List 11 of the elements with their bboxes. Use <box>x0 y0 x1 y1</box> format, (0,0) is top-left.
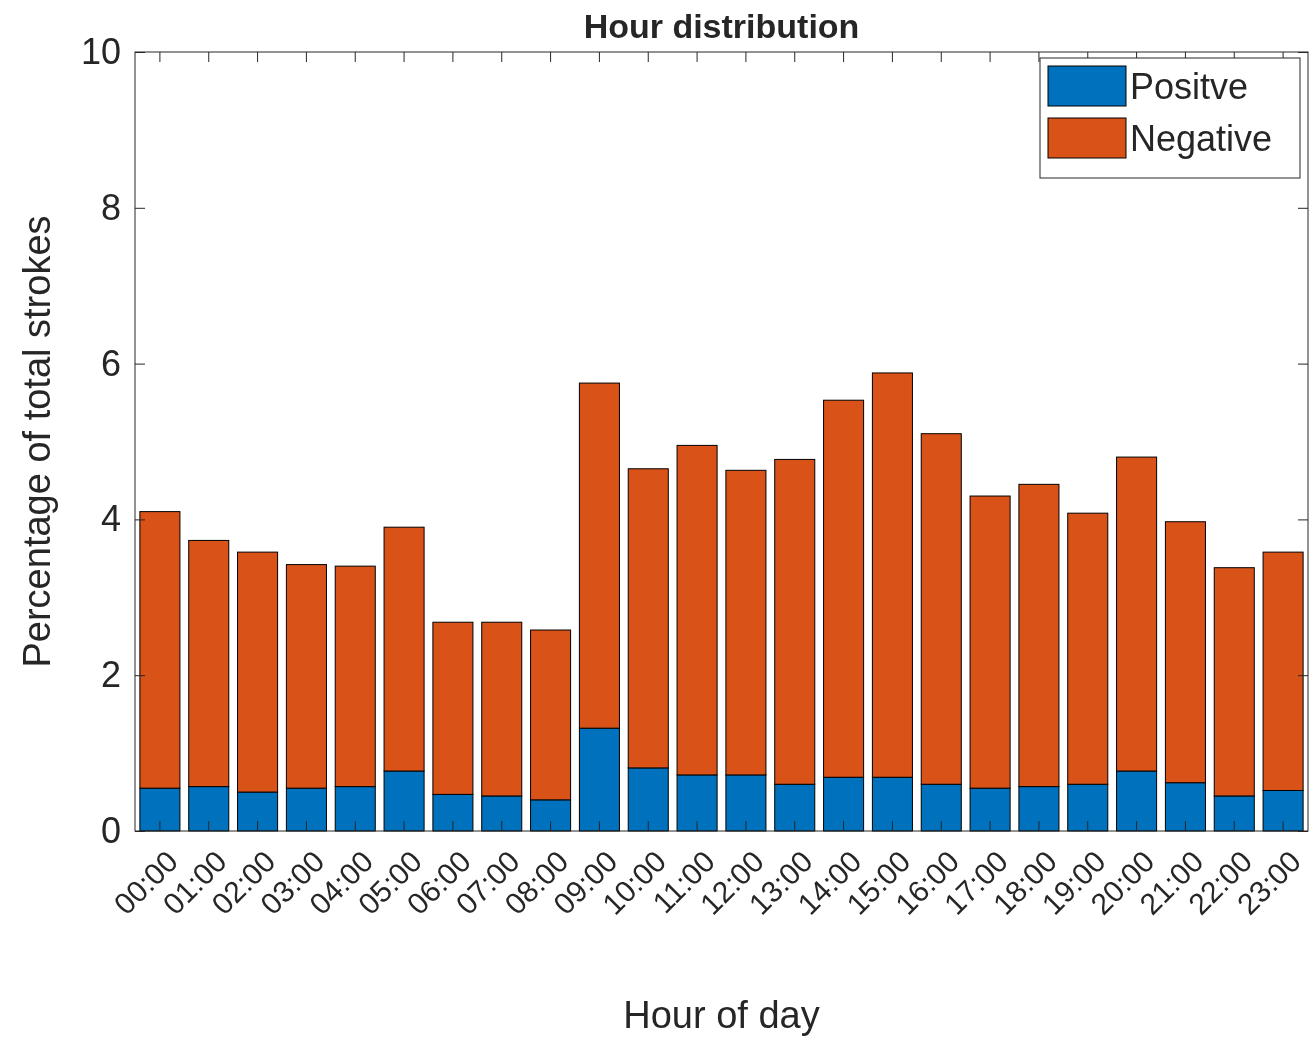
legend-label: Negative <box>1130 118 1273 159</box>
y-tick-label: 2 <box>100 654 121 696</box>
y-tick-label: 0 <box>100 810 121 852</box>
y-tick-label: 8 <box>100 186 121 228</box>
legend-label: Positve <box>1130 66 1249 107</box>
y-tick-label: 6 <box>100 342 121 384</box>
y-tick-label: 10 <box>80 31 121 73</box>
y-tick-label: 4 <box>100 498 121 540</box>
x-axis-title: Hour of day <box>623 994 820 1036</box>
chart-title: Hour distribution <box>583 7 860 45</box>
y-axis-title: Percentage of total strokes <box>16 215 58 668</box>
